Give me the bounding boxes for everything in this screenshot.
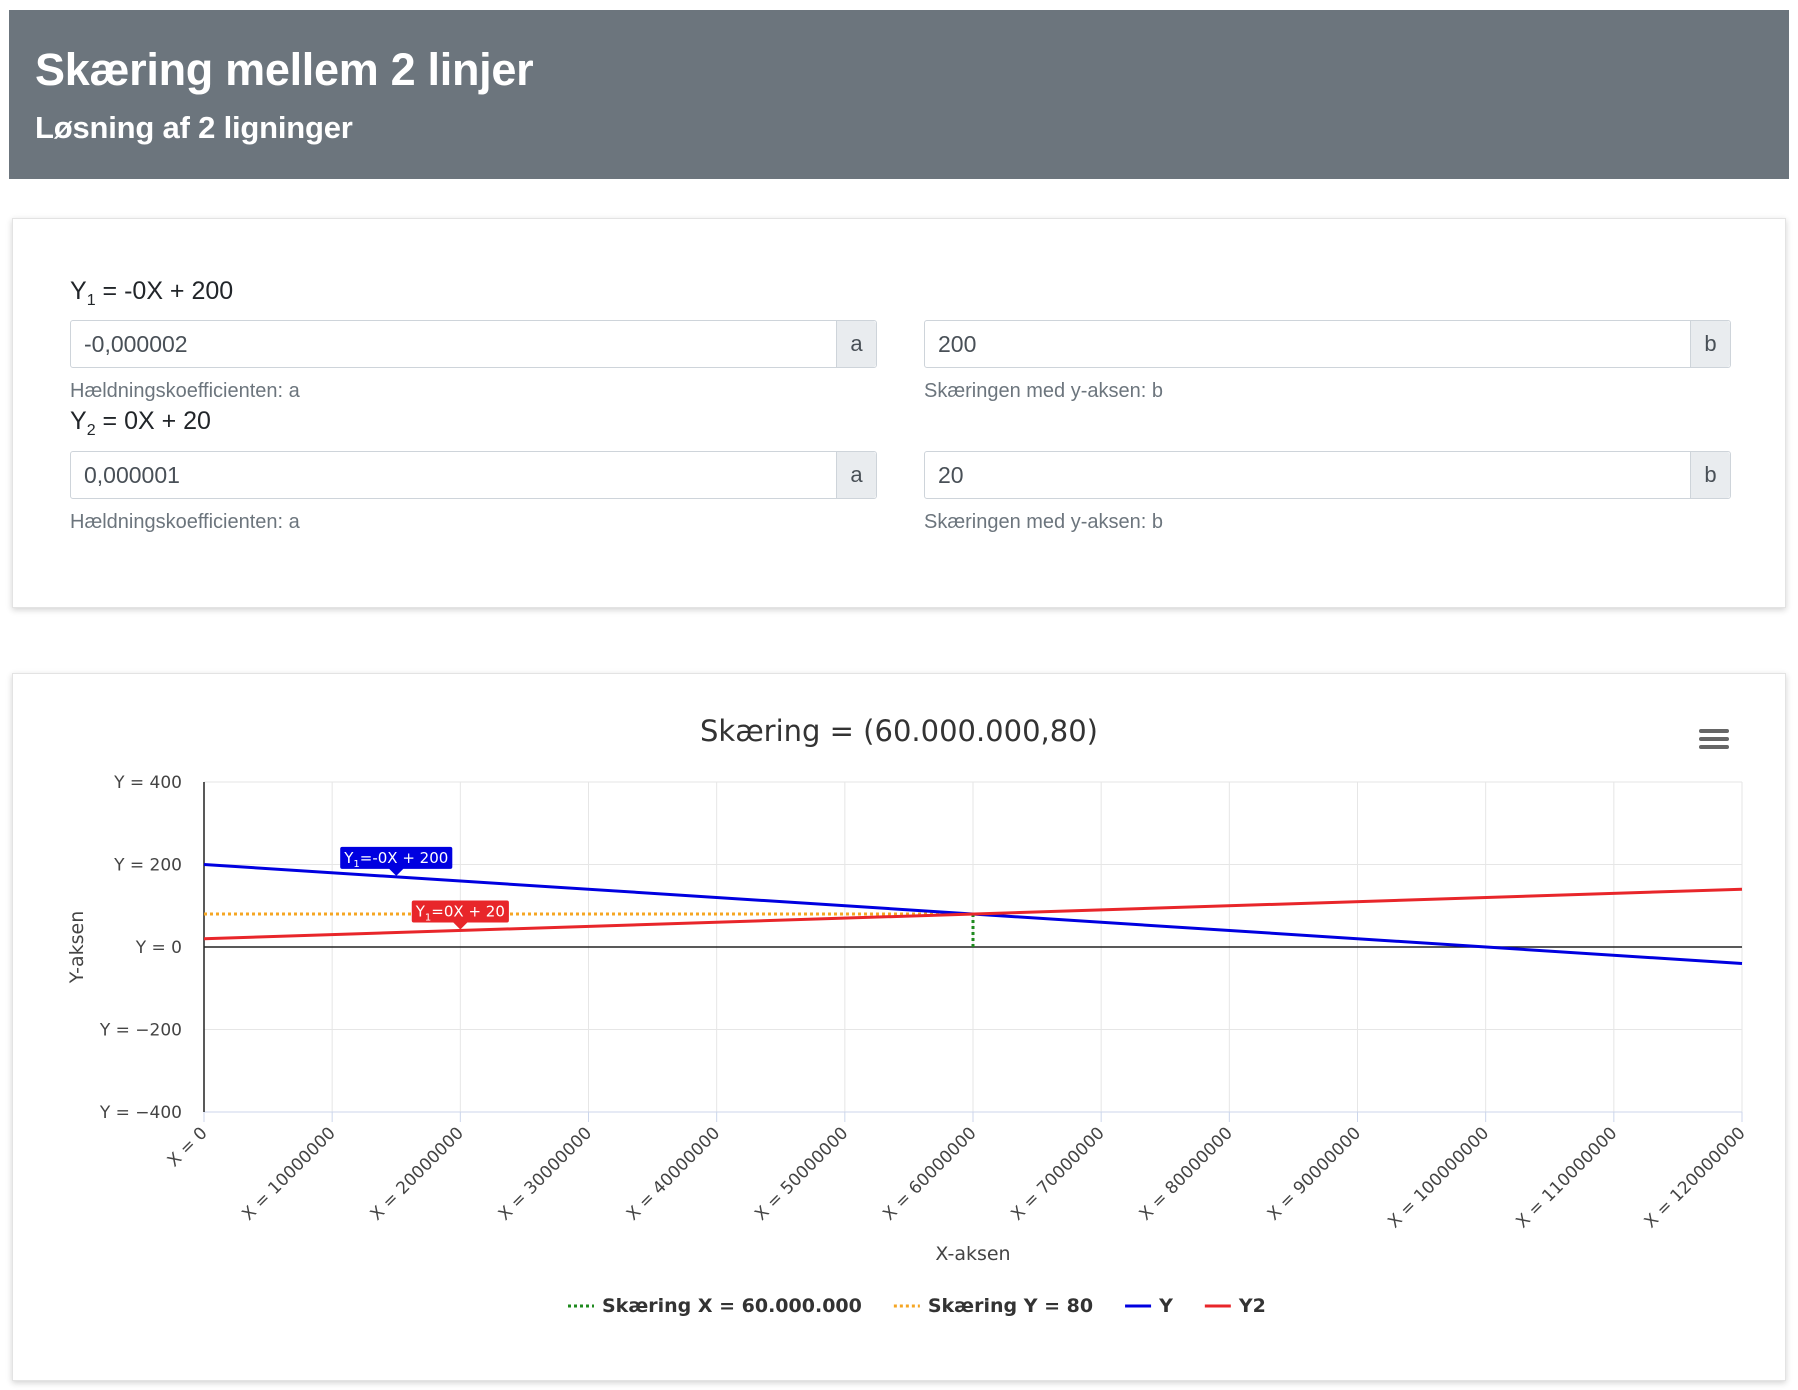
hamburger-menu-icon[interactable] — [1699, 729, 1729, 753]
equation-1-b-help: Skæringen med y-aksen: b — [924, 380, 1164, 402]
equation-2-a-help: Hældningskoefficienten: a — [70, 511, 300, 533]
equation-2-b-input[interactable] — [925, 452, 1690, 498]
equation-1-a-input[interactable] — [71, 321, 836, 367]
x-tick-label: X = 20000000 — [367, 1123, 468, 1224]
x-tick-label: X = 80000000 — [1136, 1123, 1237, 1224]
equation-1-a-help: Hældningskoefficienten: a — [70, 380, 300, 402]
page-header: Skæring mellem 2 linjer Løsning af 2 lig… — [9, 10, 1789, 179]
equation-2-a-addon: a — [836, 452, 876, 498]
y-tick-label: Y = −200 — [99, 1021, 182, 1041]
x-tick-label: X = 30000000 — [495, 1123, 596, 1224]
equation-2-b-addon: b — [1690, 452, 1730, 498]
page-subtitle: Løsning af 2 ligninger — [35, 110, 353, 145]
y-axis-title: Y-aksen — [66, 911, 88, 984]
equation-2-a-input[interactable] — [71, 452, 836, 498]
x-tick-label: X = 90000000 — [1264, 1123, 1365, 1224]
x-tick-label: X = 40000000 — [623, 1123, 724, 1224]
legend-item-0: Skæring X = 60.000.000 — [602, 1295, 862, 1317]
chart-card: Y = 400 Y = 200 Y = 0 Y = −200 Y = −400 X = 0… — [12, 673, 1786, 1381]
equation-2-label: Y2 = 0X + 20 — [70, 407, 211, 439]
chart-title: Skæring = (60.000.000,80) — [700, 714, 1098, 748]
equation-1-a-addon: a — [836, 321, 876, 367]
y-tick-label: Y = −400 — [99, 1103, 182, 1123]
legend-item-3: Y2 — [1238, 1295, 1266, 1317]
legend-item-2: Y — [1158, 1295, 1173, 1317]
equation-2-a-group: a — [70, 451, 877, 499]
y-tick-label: Y = 0 — [135, 938, 182, 958]
equation-2-b-help: Skæringen med y-aksen: b — [924, 511, 1164, 533]
equation-1-b-group: b — [924, 320, 1731, 368]
x-tick-label: X = 50000000 — [751, 1123, 852, 1224]
equation-input-card: Y1 = -0X + 200 a Hældningskoefficienten:… — [12, 218, 1786, 608]
series-line-3 — [203, 887, 1743, 941]
legend-item-1: Skæring Y = 80 — [928, 1295, 1093, 1317]
x-tick-label: X = 100000000 — [1384, 1123, 1493, 1232]
x-tick-label: X = 120000000 — [1641, 1123, 1750, 1232]
equation-2-b-group: b — [924, 451, 1731, 499]
svg-text:Y1=-0X + 200: Y1=-0X + 200 — [343, 849, 448, 870]
y-tick-label: Y = 200 — [113, 856, 182, 876]
x-tick-label: X = 0 — [164, 1123, 212, 1171]
series-annotation-1: Y1=0X + 20 — [411, 900, 509, 930]
equation-1-a-group: a — [70, 320, 877, 368]
x-tick-label: X = 110000000 — [1512, 1123, 1621, 1232]
series-annotation-0: Y1=-0X + 200 — [340, 846, 453, 876]
x-tick-label: X = 10000000 — [238, 1123, 339, 1224]
svg-text:Y1=0X + 20: Y1=0X + 20 — [415, 903, 505, 924]
x-axis-title: X-aksen — [935, 1243, 1010, 1265]
equation-1-label: Y1 = -0X + 200 — [70, 277, 234, 309]
y-tick-label: Y = 400 — [113, 773, 182, 793]
page-title: Skæring mellem 2 linjer — [35, 44, 534, 95]
equation-1-b-input[interactable] — [925, 321, 1690, 367]
x-tick-label: X = 70000000 — [1007, 1123, 1108, 1224]
equation-1-b-addon: b — [1690, 321, 1730, 367]
x-tick-label: X = 60000000 — [879, 1123, 980, 1224]
